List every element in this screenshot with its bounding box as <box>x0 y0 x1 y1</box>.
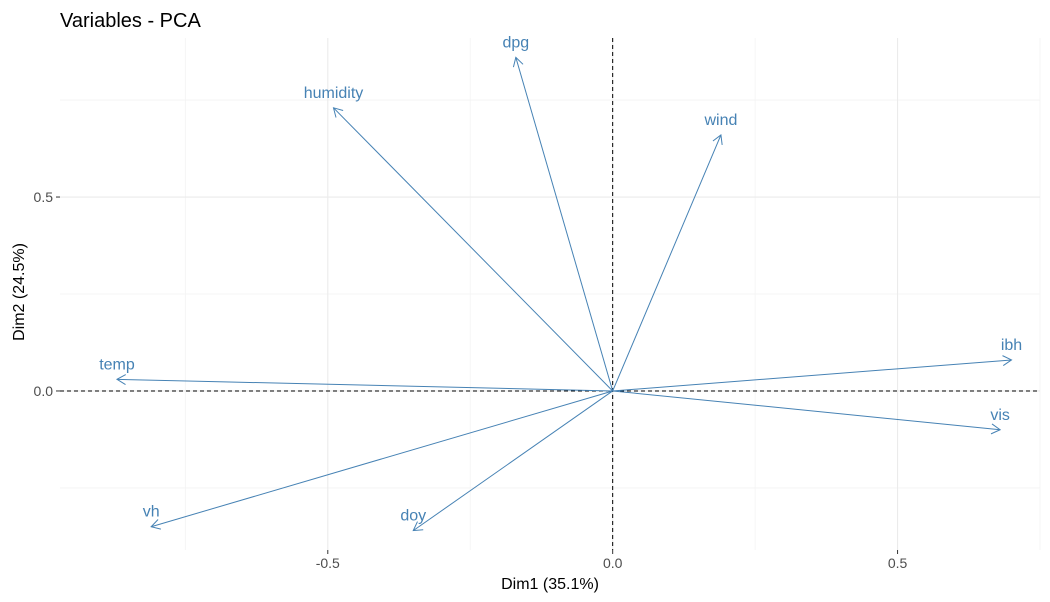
variable-label-doy: doy <box>400 508 426 525</box>
variable-arrow-dpg <box>515 57 614 392</box>
y-axis-label: Dim2 (24.5%) <box>11 243 28 341</box>
variable-label-ibh: ibh <box>1001 337 1022 354</box>
variable-arrow-vh <box>151 390 613 528</box>
reference-lines <box>60 38 1040 550</box>
y-axis-ticks: 0.0 0.5 <box>34 189 60 399</box>
variable-label-vh: vh <box>143 504 160 521</box>
arrow-head-wind <box>712 134 723 145</box>
variable-label-humidity: humidity <box>304 85 364 102</box>
plot-area: temp humidity dpg wind ibh vis doy vh <box>60 34 1041 550</box>
x-tick-label: 0.0 <box>603 555 623 571</box>
variable-label-vis: vis <box>990 407 1010 424</box>
variable-label-dpg: dpg <box>502 34 529 51</box>
arrow-head-vis <box>990 423 1002 435</box>
y-tick-label: 0.5 <box>34 189 54 205</box>
variable-arrow-doy <box>412 390 613 532</box>
arrow-head-humidity <box>332 107 344 118</box>
arrow-head-doy <box>412 521 424 532</box>
x-tick-label: 0.5 <box>888 555 908 571</box>
arrow-head-dpg <box>512 56 524 68</box>
variable-arrow-wind <box>612 134 722 392</box>
variable-arrow-humidity <box>333 107 614 392</box>
x-axis-ticks: -0.5 0.0 0.5 <box>316 550 908 571</box>
chart-title: Variables - PCA <box>60 10 201 32</box>
variable-arrow-temp <box>116 378 613 392</box>
y-tick-label: 0.0 <box>34 383 54 399</box>
variable-label-temp: temp <box>99 356 135 373</box>
x-tick-label: -0.5 <box>316 555 340 571</box>
arrow-head-ibh <box>1002 355 1013 367</box>
arrow-head-temp <box>115 374 126 385</box>
variable-arrows <box>115 56 1013 532</box>
arrow-head-vh <box>150 519 161 530</box>
variable-label-wind: wind <box>703 112 737 129</box>
variable-labels: temp humidity dpg wind ibh vis doy vh <box>99 34 1022 524</box>
variable-arrow-ibh <box>612 359 1012 392</box>
variable-arrow-vis <box>612 390 1001 431</box>
x-axis-label: Dim1 (35.1%) <box>501 576 599 593</box>
minor-gridlines <box>60 38 1041 550</box>
